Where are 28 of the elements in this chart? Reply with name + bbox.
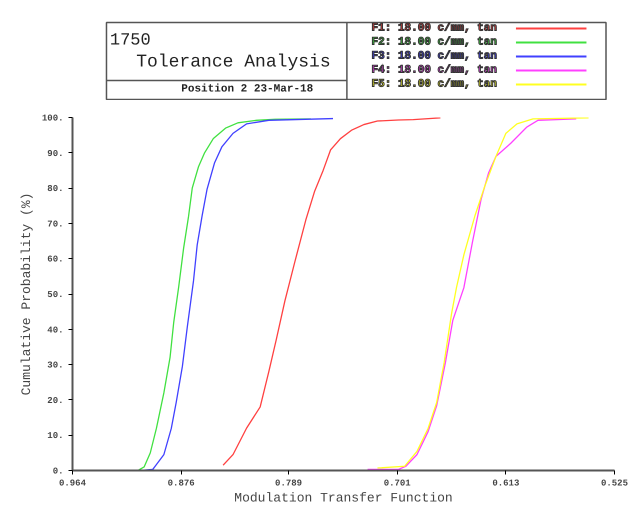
line-series [222,118,442,466]
x-tick-label: 0.701 [384,478,412,488]
text: F3: 18.00 c/mm, tan [372,50,497,62]
x-tick-label: 0.876 [168,478,195,488]
y-tick-label: 50. [47,290,64,300]
x-tick-label: 0.789 [275,478,302,488]
y-tick-label: 60. [47,254,64,265]
y-tick-label: 40. [47,325,64,336]
text: F2: 18.00 c/mm, tan [372,36,497,48]
chart-title: Tolerance Analysis [136,52,331,72]
x-tick-label: 0.613 [492,478,520,488]
x-tick-label: 0.525 [601,478,628,488]
y-tick-label: 0. [52,466,64,476]
x-axis-title: Modulation Transfer Function [234,490,453,506]
text: 1750 [110,32,151,50]
text: Position 2 23-Mar-18 [181,84,314,96]
y-tick-label: 80. [47,184,64,194]
y-tick-label: 30. [47,360,64,371]
y-axis-title: Cumulative Probability (%) [18,192,34,396]
y-tick-label: 10. [47,431,64,442]
y-tick-label: 100. [42,114,64,124]
text: F1: 18.00 c/mm, tan [372,22,497,34]
y-tick-label: 90. [47,148,64,159]
y-tick-label: 70. [47,219,64,230]
x-tick-label: 0.964 [59,478,87,488]
y-tick-label: 20. [47,396,64,406]
text: F4: 18.00 c/mm, tan [372,64,497,76]
text: F5: 18.00 c/mm, tan [372,78,497,90]
